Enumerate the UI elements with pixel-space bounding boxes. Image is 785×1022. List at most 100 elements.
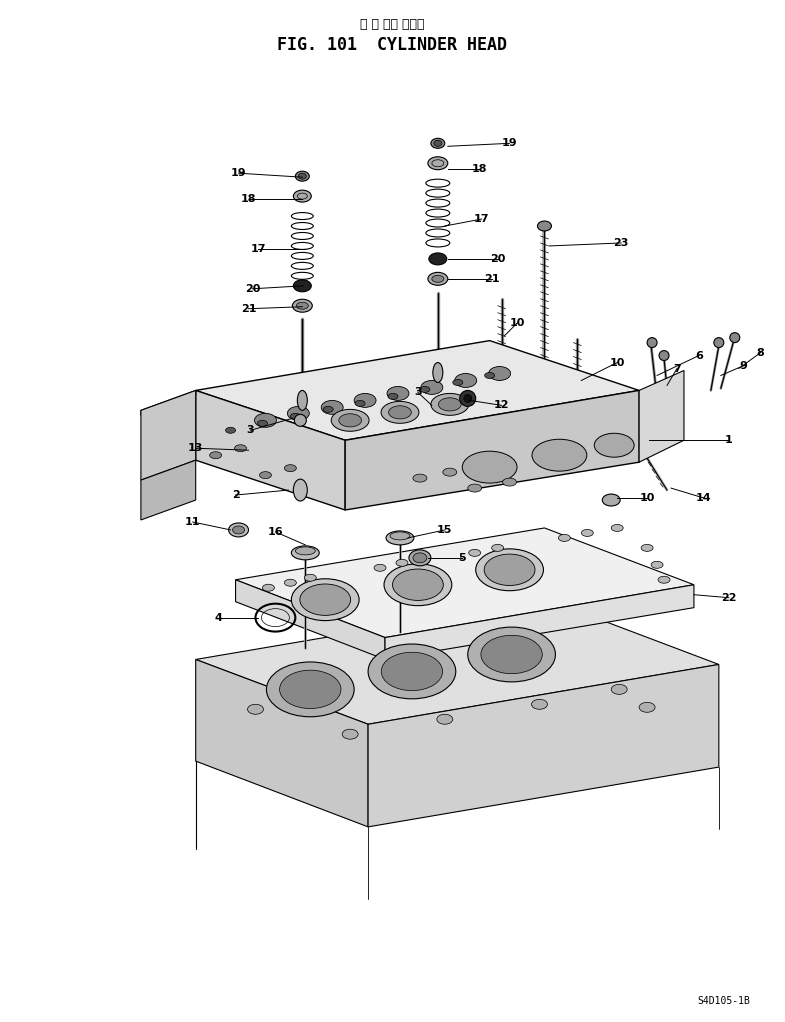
Ellipse shape xyxy=(409,550,431,566)
Text: 20: 20 xyxy=(245,284,260,293)
Polygon shape xyxy=(195,659,368,827)
Ellipse shape xyxy=(594,433,634,457)
Ellipse shape xyxy=(432,275,444,282)
Ellipse shape xyxy=(436,714,453,725)
Polygon shape xyxy=(141,390,195,415)
Ellipse shape xyxy=(382,652,443,691)
Ellipse shape xyxy=(639,702,655,712)
Ellipse shape xyxy=(389,406,411,419)
Ellipse shape xyxy=(355,401,365,407)
Ellipse shape xyxy=(420,386,430,392)
Ellipse shape xyxy=(386,531,414,545)
Text: 8: 8 xyxy=(757,347,765,358)
Ellipse shape xyxy=(279,670,341,708)
Ellipse shape xyxy=(300,584,351,615)
Ellipse shape xyxy=(235,445,246,452)
Ellipse shape xyxy=(247,704,264,714)
Ellipse shape xyxy=(484,372,495,378)
Ellipse shape xyxy=(612,524,623,531)
Ellipse shape xyxy=(339,414,362,427)
Ellipse shape xyxy=(292,299,312,312)
Ellipse shape xyxy=(439,398,461,411)
Ellipse shape xyxy=(290,413,301,419)
Ellipse shape xyxy=(468,628,556,682)
Text: 18: 18 xyxy=(241,194,256,204)
Ellipse shape xyxy=(714,337,724,347)
Polygon shape xyxy=(195,600,719,725)
Ellipse shape xyxy=(294,190,312,202)
Text: 21: 21 xyxy=(241,304,256,314)
Ellipse shape xyxy=(730,332,739,342)
Ellipse shape xyxy=(659,351,669,361)
Text: 3: 3 xyxy=(414,387,422,398)
Text: S4D105-1B: S4D105-1B xyxy=(698,996,750,1007)
Ellipse shape xyxy=(538,221,551,231)
Ellipse shape xyxy=(284,579,297,587)
Ellipse shape xyxy=(651,561,663,568)
Polygon shape xyxy=(195,390,345,510)
Text: 2: 2 xyxy=(232,491,239,500)
Ellipse shape xyxy=(462,451,517,483)
Ellipse shape xyxy=(431,138,445,148)
Ellipse shape xyxy=(298,390,307,411)
Text: 10: 10 xyxy=(609,358,625,368)
Ellipse shape xyxy=(298,173,306,179)
Text: 18: 18 xyxy=(472,165,487,174)
Text: 1: 1 xyxy=(725,435,732,446)
Ellipse shape xyxy=(305,574,316,582)
Ellipse shape xyxy=(388,393,398,400)
Ellipse shape xyxy=(291,578,359,620)
Ellipse shape xyxy=(321,401,343,414)
Polygon shape xyxy=(345,390,639,510)
Ellipse shape xyxy=(532,439,587,471)
Ellipse shape xyxy=(396,559,408,566)
Text: 3: 3 xyxy=(246,425,254,435)
Text: 19: 19 xyxy=(231,169,246,178)
Text: FIG. 101  CYLINDER HEAD: FIG. 101 CYLINDER HEAD xyxy=(277,36,507,54)
Ellipse shape xyxy=(469,550,480,556)
Text: 10: 10 xyxy=(640,493,655,503)
Ellipse shape xyxy=(453,379,462,385)
Ellipse shape xyxy=(387,386,409,401)
Text: シ リ ンダ ヘッド: シ リ ンダ ヘッド xyxy=(360,17,424,31)
Text: 16: 16 xyxy=(268,527,283,537)
Ellipse shape xyxy=(481,636,542,673)
Ellipse shape xyxy=(647,337,657,347)
Ellipse shape xyxy=(464,394,472,403)
Text: 5: 5 xyxy=(458,553,466,563)
Ellipse shape xyxy=(294,414,306,426)
Text: 21: 21 xyxy=(484,274,499,284)
Text: 6: 6 xyxy=(695,351,703,361)
Ellipse shape xyxy=(342,730,358,739)
Polygon shape xyxy=(236,528,694,638)
Ellipse shape xyxy=(612,685,627,694)
Text: 15: 15 xyxy=(437,525,452,535)
Ellipse shape xyxy=(225,427,236,433)
Ellipse shape xyxy=(374,564,386,571)
Ellipse shape xyxy=(531,699,547,709)
Ellipse shape xyxy=(429,252,447,265)
Ellipse shape xyxy=(284,465,297,471)
Ellipse shape xyxy=(354,393,376,408)
Polygon shape xyxy=(368,664,719,827)
Polygon shape xyxy=(195,340,639,440)
Text: 10: 10 xyxy=(510,318,525,328)
Ellipse shape xyxy=(294,479,307,501)
Polygon shape xyxy=(639,371,684,462)
Ellipse shape xyxy=(484,554,535,586)
Ellipse shape xyxy=(384,564,452,606)
Ellipse shape xyxy=(602,494,620,506)
Ellipse shape xyxy=(413,553,427,563)
Ellipse shape xyxy=(392,569,444,601)
Ellipse shape xyxy=(428,156,447,170)
Ellipse shape xyxy=(443,468,457,476)
Text: 12: 12 xyxy=(494,401,509,411)
Ellipse shape xyxy=(413,474,427,482)
Text: 9: 9 xyxy=(739,361,747,371)
Ellipse shape xyxy=(295,547,316,555)
Text: 13: 13 xyxy=(188,444,203,453)
Ellipse shape xyxy=(428,272,447,285)
Ellipse shape xyxy=(381,402,419,423)
Ellipse shape xyxy=(368,644,456,699)
Ellipse shape xyxy=(295,172,309,181)
